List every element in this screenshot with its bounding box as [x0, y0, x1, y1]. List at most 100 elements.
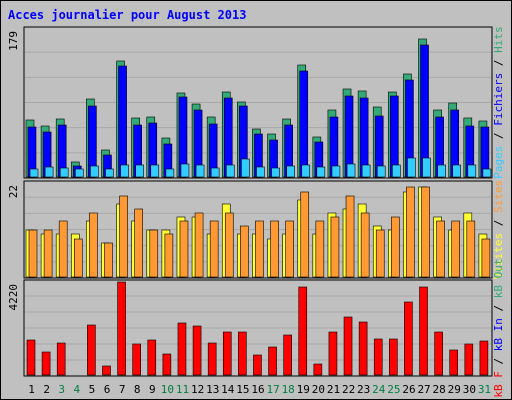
bar-hits-pages-day-20 [316, 166, 326, 178]
x-tick-label-day-4: 4 [74, 383, 81, 396]
bar-visits-sites-day-6 [104, 242, 113, 278]
bar-visits-sites-day-19 [300, 191, 310, 278]
x-tick-label-day-10: 10 [161, 383, 174, 396]
bar-traffic-kb-f-day-9 [147, 339, 157, 376]
x-tick-label-day-1: 1 [28, 383, 35, 396]
bar-visits-sites-day-28 [436, 220, 445, 278]
bar-visits-sites-day-30 [466, 220, 476, 278]
bar-traffic-kb-f-day-11 [177, 322, 187, 376]
chart-title: Acces journalier pour August 2013 [8, 8, 247, 22]
bar-traffic-kb-f-day-14 [222, 331, 232, 376]
x-tick-label-day-9: 9 [149, 383, 156, 396]
bar-traffic-kb-f-day-18 [283, 334, 292, 376]
panel-hits-max-label: 179 [7, 31, 20, 51]
bar-traffic-kb-f-day-13 [207, 342, 217, 376]
bar-visits-sites-day-26 [406, 186, 415, 278]
bar-hits-pages-day-9 [150, 164, 160, 178]
bar-visits-sites-day-24 [375, 229, 385, 278]
x-tick-label-day-26: 26 [402, 383, 415, 396]
bar-hits-pages-day-14 [225, 164, 235, 178]
bar-hits-pages-day-23 [361, 164, 371, 178]
bar-hits-pages-day-19 [301, 164, 311, 178]
axis-label-part: / [492, 298, 505, 318]
x-tick-label-day-15: 15 [236, 383, 249, 396]
bar-traffic-kb-f-day-8 [132, 343, 141, 376]
x-tick-label-day-2: 2 [43, 383, 50, 396]
axis-label-part: kB Out [492, 258, 505, 298]
x-tick-label-day-18: 18 [282, 383, 295, 396]
x-tick-label-day-14: 14 [221, 383, 235, 396]
axis-label-part: / [492, 126, 505, 146]
panel-visits-axis-label: Visites / Sites [492, 180, 505, 279]
axis-label-part: / [492, 351, 505, 371]
bar-traffic-kb-f-day-12 [192, 325, 202, 376]
x-tick-label-day-5: 5 [89, 383, 96, 396]
axis-label-part: Hits [492, 26, 505, 53]
x-tick-label-day-23: 23 [357, 383, 370, 396]
bar-traffic-kb-f-day-10 [162, 353, 172, 376]
x-tick-label-day-12: 12 [191, 383, 204, 396]
bar-visits-sites-day-22 [345, 195, 355, 278]
x-tick-label-day-13: 13 [206, 383, 219, 396]
bar-hits-pages-day-1 [29, 168, 39, 178]
bar-hits-pages-day-17 [271, 167, 280, 178]
bar-visits-sites-day-31 [481, 238, 491, 278]
x-tick-label-day-29: 29 [448, 383, 461, 396]
bar-visits-sites-day-8 [134, 208, 143, 278]
x-tick-label-day-20: 20 [312, 383, 325, 396]
axis-label-part: / [492, 213, 505, 233]
bar-visits-sites-day-14 [224, 212, 234, 278]
bar-visits-sites-day-9 [149, 229, 159, 278]
x-tick-label-day-24: 24 [372, 383, 386, 396]
bar-traffic-kb-f-day-25 [389, 338, 398, 376]
x-tick-label-day-3: 3 [58, 383, 65, 396]
bar-hits-pages-day-12 [195, 164, 205, 178]
x-tick-label-day-25: 25 [387, 383, 400, 396]
bar-traffic-kb-f-day-26 [404, 301, 413, 376]
bar-visits-sites-day-4 [73, 238, 83, 278]
bar-traffic-kb-f-day-19 [298, 286, 308, 376]
bar-hits-pages-day-6 [105, 168, 114, 178]
bar-visits-sites-day-7 [119, 195, 128, 278]
axis-label-part: / [492, 53, 505, 73]
x-tick-label-day-19: 19 [297, 383, 310, 396]
bar-traffic-kb-f-day-23 [358, 321, 368, 376]
bar-visits-sites-day-5 [89, 212, 98, 278]
bar-traffic-kb-f-day-20 [313, 363, 323, 376]
x-tick-label-day-8: 8 [134, 383, 141, 396]
bar-traffic-kb-f-day-16 [253, 354, 262, 376]
bar-visits-sites-day-10 [164, 233, 174, 278]
bar-visits-sites-day-27 [421, 186, 430, 278]
bar-hits-pages-day-26 [407, 157, 416, 178]
bar-hits-pages-day-24 [376, 165, 386, 178]
bar-hits-pages-day-11 [180, 163, 190, 178]
bar-traffic-kb-f-day-27 [419, 286, 428, 376]
bar-hits-fichiers-day-27 [420, 44, 429, 178]
bar-visits-sites-day-3 [58, 220, 68, 278]
bar-traffic-kb-f-day-3 [56, 342, 66, 376]
bar-traffic-kb-f-day-29 [449, 349, 459, 376]
bar-traffic-kb-f-day-30 [464, 343, 474, 376]
panel-traffic-axis-label: kB F / kB In / kB Out [492, 258, 505, 397]
bar-traffic-kb-f-day-28 [434, 331, 443, 376]
bar-traffic-kb-f-day-5 [87, 324, 96, 376]
axis-label-part: Fichiers [492, 73, 505, 126]
panel-hits-axis-label: Pages / Fichiers / Hits [492, 26, 505, 178]
bar-traffic-kb-f-day-7 [117, 281, 126, 376]
bar-hits-pages-day-22 [346, 163, 356, 178]
bar-visits-sites-day-1 [28, 229, 38, 278]
bar-hits-pages-day-7 [120, 164, 129, 178]
bar-hits-pages-day-5 [90, 165, 99, 178]
x-tick-label-day-21: 21 [327, 383, 340, 396]
bar-hits-pages-day-15 [241, 158, 250, 178]
bar-hits-pages-day-3 [59, 167, 69, 178]
bar-hits-pages-day-28 [437, 164, 446, 178]
bar-visits-sites-day-21 [330, 216, 340, 278]
x-tick-label-day-31: 31 [478, 383, 491, 396]
axis-label-part: kB F [492, 371, 505, 398]
bar-hits-pages-day-10 [165, 168, 175, 178]
bar-hits-pages-day-2 [44, 166, 54, 178]
x-tick-label-day-28: 28 [433, 383, 446, 396]
bar-hits-pages-day-27 [422, 157, 431, 178]
